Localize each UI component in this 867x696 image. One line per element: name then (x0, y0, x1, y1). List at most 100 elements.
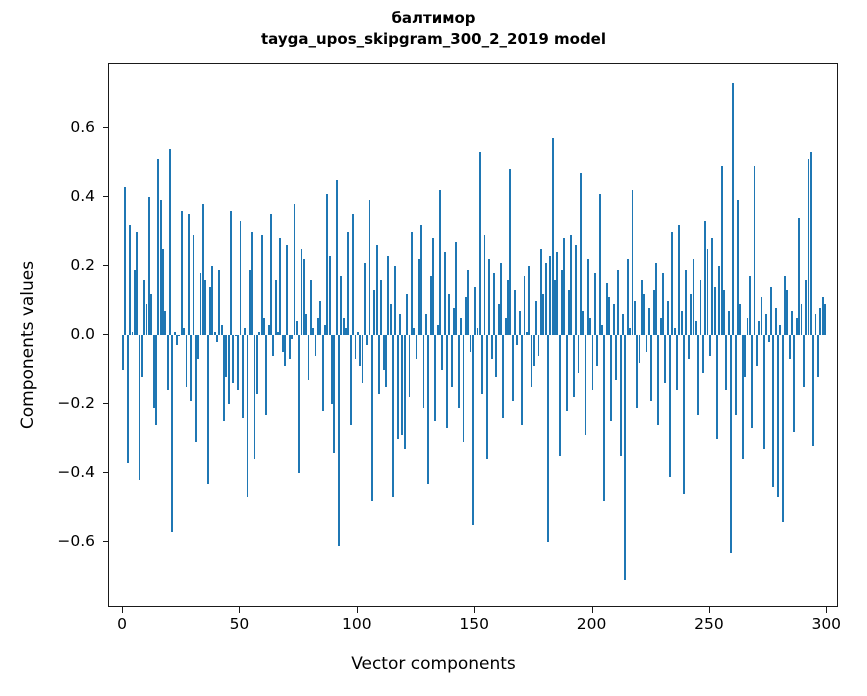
x-tick-mark (826, 607, 828, 613)
y-tick-mark (102, 541, 108, 543)
bar (643, 293, 646, 336)
y-tick-label: −0.4 (57, 463, 95, 482)
bar (155, 335, 157, 425)
bar (781, 335, 784, 522)
bar (577, 335, 580, 374)
bar (443, 252, 446, 336)
bar (596, 335, 599, 367)
bar (171, 335, 174, 532)
bar (720, 165, 723, 336)
bar (767, 335, 770, 343)
chart-title-line-2: tayga_upos_skipgram_300_2_2019 model (261, 30, 606, 48)
bar (413, 328, 416, 336)
bar (239, 221, 242, 336)
y-tick-mark (102, 126, 108, 128)
bar (734, 335, 737, 415)
bar (347, 231, 350, 336)
bar (122, 335, 124, 370)
bar (662, 272, 664, 336)
bar (192, 234, 195, 336)
bar (279, 238, 282, 336)
bar (385, 335, 387, 387)
bar (483, 234, 486, 336)
bar (218, 269, 221, 336)
bar (253, 335, 256, 460)
bar (232, 335, 235, 384)
bar (680, 310, 683, 336)
bar (737, 200, 739, 336)
bar (340, 276, 343, 336)
bar (704, 221, 707, 336)
bar (633, 300, 636, 336)
bar (288, 335, 291, 360)
y-tick-mark (102, 265, 108, 267)
bar (673, 328, 676, 336)
bar (603, 335, 606, 501)
bar (220, 324, 223, 336)
bar (664, 335, 667, 384)
bar (640, 279, 643, 336)
bar (629, 328, 632, 336)
bar (176, 335, 178, 346)
bar (523, 276, 526, 336)
bar (561, 269, 563, 336)
bar (608, 297, 610, 336)
bar (272, 335, 275, 356)
x-tick-mark (356, 607, 358, 613)
bar (814, 314, 817, 336)
bar (185, 335, 188, 387)
bar (725, 335, 728, 391)
bar (396, 335, 399, 439)
bar (549, 255, 552, 336)
bar (497, 304, 500, 336)
bar (187, 214, 190, 336)
bar (753, 165, 756, 336)
bar (701, 335, 704, 374)
bar (427, 335, 430, 484)
bar (199, 272, 202, 336)
bar (208, 286, 211, 336)
bar (394, 266, 397, 336)
bar (410, 231, 413, 336)
bar (514, 290, 516, 336)
bar (647, 307, 650, 336)
bar (481, 335, 484, 394)
bar (690, 293, 693, 336)
bar (375, 245, 378, 336)
bar (328, 255, 331, 336)
bar (657, 335, 660, 425)
bar (300, 248, 303, 336)
bar (152, 335, 155, 408)
y-tick-mark (102, 472, 108, 474)
chart-title-line-1: балтимор (391, 9, 476, 27)
bar (302, 259, 305, 336)
bar (636, 335, 639, 408)
bar (429, 276, 432, 336)
bar (563, 238, 566, 336)
bar (321, 335, 324, 412)
bar (605, 283, 608, 336)
bar (495, 335, 498, 377)
bar (401, 335, 404, 436)
bar (708, 335, 711, 356)
x-tick-mark (591, 607, 593, 613)
bar (823, 304, 826, 336)
bar (509, 169, 512, 336)
bar (706, 248, 709, 336)
y-tick-label: −0.2 (57, 394, 95, 413)
bar (230, 210, 232, 336)
bar (382, 335, 385, 370)
bar (399, 314, 401, 336)
bar (194, 335, 197, 443)
bar (739, 304, 742, 336)
bar (129, 224, 132, 336)
bar (159, 200, 162, 336)
bar (356, 331, 359, 336)
bar (654, 262, 657, 336)
bar (687, 335, 690, 360)
x-tick-label: 100 (342, 615, 372, 633)
bar (671, 231, 674, 336)
bar (694, 321, 697, 336)
bar (791, 310, 793, 336)
bar (727, 310, 730, 336)
